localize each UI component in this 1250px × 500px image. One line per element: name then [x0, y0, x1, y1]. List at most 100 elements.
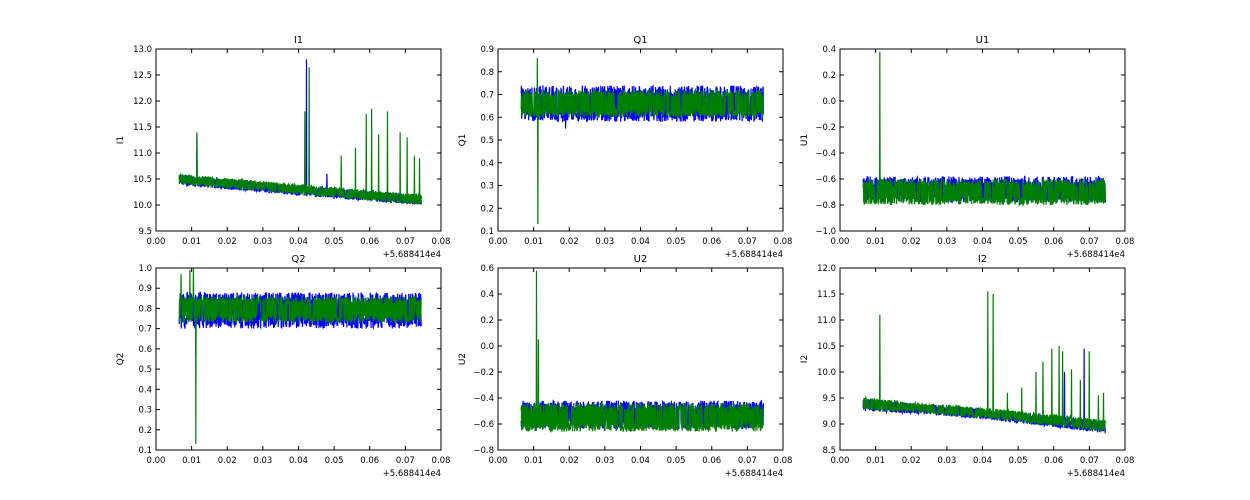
y-tick-label: 9.5 — [138, 227, 152, 237]
y-tick-label: 0.3 — [480, 182, 494, 192]
x-tick-label: 0.08 — [1116, 237, 1135, 247]
series-line-1 — [520, 83, 765, 129]
x-tick-label: 0.08 — [432, 456, 451, 466]
y-tick-label: 0.8 — [480, 68, 494, 78]
subplot-title: Q1 — [633, 35, 647, 46]
plot-area — [520, 270, 765, 434]
plot-area — [178, 59, 423, 206]
y-tick-label: 0.2 — [480, 204, 494, 214]
y-tick-label: 0.5 — [480, 136, 494, 146]
y-tick-label: 12.0 — [133, 97, 152, 107]
y-tick-label: 0.8 — [138, 304, 152, 314]
y-tick-label: 10.0 — [133, 201, 152, 211]
subplot-title: U1 — [976, 35, 990, 46]
y-tick-label: −0.2 — [473, 368, 494, 378]
x-offset-text: +5.688414e4 — [383, 469, 441, 479]
y-tick-label: 11.0 — [133, 149, 152, 159]
plot-area — [862, 291, 1107, 434]
x-tick-label: 0.07 — [1080, 456, 1099, 466]
x-tick-label: 0.06 — [702, 456, 721, 466]
subplot-title: I2 — [978, 254, 987, 265]
x-tick-label: 0.05 — [325, 456, 344, 466]
axes-frame — [497, 48, 784, 232]
y-tick-label: −0.4 — [473, 394, 494, 404]
x-tick-label: 0.08 — [1116, 456, 1135, 466]
y-tick-label: 0.4 — [138, 385, 152, 395]
axes-frame — [155, 48, 442, 232]
x-tick-label: 0.01 — [866, 456, 885, 466]
y-tick-label: −0.6 — [815, 175, 836, 185]
x-tick-label: 0.05 — [1009, 456, 1028, 466]
x-tick-label: 0.01 — [182, 456, 201, 466]
x-offset-text: +5.688414e4 — [725, 469, 783, 479]
x-tick-label: 0.07 — [396, 456, 415, 466]
y-axis-label: I2 — [800, 355, 810, 363]
subplot-Q2: 0.00 0.01 0.02 0.03 0.04 0.05 0.06 0.07 0.08 0.1 0… — [116, 254, 450, 479]
x-tick-label: 0.06 — [360, 237, 379, 247]
x-tick-label: 0.00 — [831, 456, 850, 466]
series-line-2 — [862, 51, 1107, 208]
y-tick-label: 0.7 — [480, 91, 494, 101]
y-axis-label: Q1 — [458, 134, 468, 147]
y-tick-label: 0.6 — [480, 113, 494, 123]
y-tick-label: 0.4 — [480, 159, 494, 169]
subplot-Q1: 0.00 0.01 0.02 0.03 0.04 0.05 0.06 0.07 0.08 0.1 0… — [458, 35, 792, 260]
x-tick-label: 0.03 — [937, 456, 956, 466]
y-tick-label: 0.6 — [480, 264, 494, 274]
x-tick-label: 0.04 — [973, 237, 992, 247]
x-tick-label: 0.05 — [325, 237, 344, 247]
subplot-I1: 0.00 0.01 0.02 0.03 0.04 0.05 0.06 0.07 0.08 9.5 1… — [116, 35, 450, 260]
x-tick-label: 0.03 — [595, 456, 614, 466]
y-tick-label: 12.5 — [133, 71, 152, 81]
series-line-1 — [178, 59, 422, 205]
x-tick-label: 0.00 — [147, 237, 166, 247]
y-tick-label: 11.0 — [817, 316, 836, 326]
subplot-title: I1 — [294, 35, 303, 46]
y-tick-label: 9.0 — [822, 420, 836, 430]
y-tick-label: 11.5 — [133, 123, 152, 133]
y-tick-label: 0.1 — [138, 446, 152, 456]
x-tick-label: 0.04 — [289, 456, 308, 466]
y-tick-label: 0.3 — [138, 406, 152, 416]
y-tick-label: 0.7 — [138, 325, 152, 335]
subplot-U1: 0.00 0.01 0.02 0.03 0.04 0.05 0.06 0.07 0.08 −1.0… — [800, 35, 1134, 260]
x-tick-label: 0.06 — [1044, 456, 1063, 466]
x-tick-label: 0.02 — [218, 237, 237, 247]
y-tick-label: −0.4 — [815, 149, 836, 159]
x-tick-label: 0.03 — [253, 237, 272, 247]
series-line-2 — [178, 67, 423, 206]
y-tick-label: 10.5 — [133, 175, 152, 185]
series-line-2 — [520, 58, 765, 225]
x-tick-label: 0.04 — [631, 237, 650, 247]
y-tick-label: 0.4 — [480, 290, 494, 300]
x-tick-label: 0.02 — [902, 456, 921, 466]
x-tick-label: 0.06 — [360, 456, 379, 466]
x-tick-label: 0.04 — [289, 237, 308, 247]
y-tick-label: 9.5 — [822, 394, 836, 404]
y-tick-label: 0.0 — [822, 97, 836, 107]
x-tick-label: 0.07 — [396, 237, 415, 247]
x-tick-label: 0.05 — [1009, 237, 1028, 247]
subplot-I2: 0.00 0.01 0.02 0.03 0.04 0.05 0.06 0.07 0.08 8.5 9… — [800, 254, 1134, 479]
y-tick-label: −0.2 — [815, 123, 836, 133]
x-tick-label: 0.08 — [774, 237, 793, 247]
x-tick-label: 0.05 — [667, 456, 686, 466]
x-tick-label: 0.01 — [524, 237, 543, 247]
y-axis-label: Q2 — [116, 353, 126, 366]
y-tick-label: 12.0 — [817, 264, 836, 274]
x-tick-label: 0.07 — [1080, 237, 1099, 247]
y-tick-label: 0.0 — [480, 342, 494, 352]
x-tick-label: 0.02 — [902, 237, 921, 247]
x-tick-label: 0.02 — [218, 456, 237, 466]
x-tick-label: 0.06 — [1044, 237, 1063, 247]
x-tick-label: 0.04 — [631, 456, 650, 466]
x-tick-label: 0.00 — [489, 456, 508, 466]
subplot-title: Q2 — [291, 254, 305, 265]
x-tick-label: 0.03 — [937, 237, 956, 247]
y-tick-label: 0.5 — [138, 365, 152, 375]
x-tick-label: 0.03 — [253, 456, 272, 466]
x-tick-label: 0.07 — [738, 237, 757, 247]
x-tick-label: 0.02 — [560, 237, 579, 247]
y-tick-label: 13.0 — [133, 45, 152, 55]
